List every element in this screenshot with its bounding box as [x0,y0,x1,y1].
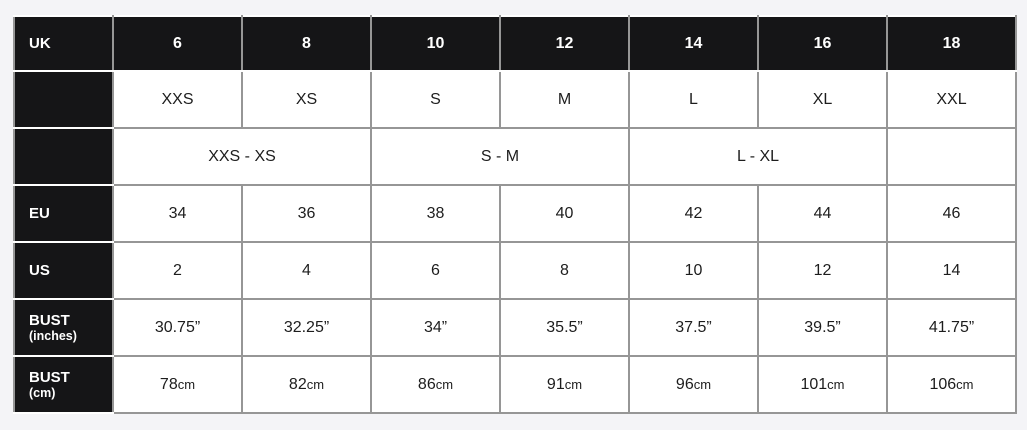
alpha-size-cell: L [628,70,759,129]
us-size-cell: 2 [112,241,243,300]
bust-inches-row-label: BUST (inches) [13,298,114,357]
cm-unit: cm [827,376,845,392]
bust-inches-row: BUST (inches) 30.75” 32.25” 34” 35.5” 37… [13,298,1017,357]
bust-cm-cell: 91cm [499,355,630,414]
bust-cm-cell: 78cm [112,355,243,414]
bust-inches-cell: 37.5” [628,298,759,357]
alpha-size-cell: XXL [886,70,1017,129]
bust-cm-cell: 101cm [757,355,888,414]
bust-cm-number: 96 [675,375,694,393]
bust-cm-row-label: BUST (cm) [13,355,114,414]
bust-inches-cell: 39.5” [757,298,888,357]
us-size-cell: 4 [241,241,372,300]
cm-unit: cm [693,376,712,392]
uk-size-cell: 18 [886,15,1017,72]
bust-cm-cell: 96cm [628,355,759,414]
alpha-size-cell: XS [241,70,372,129]
eu-size-cell: 42 [628,184,759,243]
uk-size-cell: 12 [499,15,630,72]
bust-cm-cell: 82cm [241,355,372,414]
eu-size-cell: 40 [499,184,630,243]
bust-cm-number: 78 [159,375,178,393]
alpha-size-cell: XL [757,70,888,129]
us-size-cell: 6 [370,241,501,300]
bust-cm-number: 91 [546,375,565,393]
bust-cm-unit-label: (cm) [29,385,56,400]
bust-cm-number: 106 [929,375,957,393]
bust-inches-cell: 34” [370,298,501,357]
uk-size-cell: 16 [757,15,888,72]
us-size-cell: 12 [757,241,888,300]
bust-cm-number: 86 [417,375,436,393]
uk-size-cell: 10 [370,15,501,72]
us-row-label: US [13,241,114,300]
bust-cm-cell: 106cm [886,355,1017,414]
uk-row-label: UK [13,15,114,72]
cm-unit: cm [306,376,325,392]
eu-row-label: EU [13,184,114,243]
us-size-cell: 8 [499,241,630,300]
eu-size-cell: 38 [370,184,501,243]
cm-unit: cm [956,376,974,392]
uk-size-cell: 6 [112,15,243,72]
alpha-size-cell: XXS [112,70,243,129]
eu-sizes-row: EU 34 36 38 40 42 44 46 [13,184,1017,243]
bust-cm-row: BUST (cm) 78cm 82cm 86cm 91cm 96cm 101cm… [13,355,1017,414]
cm-unit: cm [564,376,583,392]
size-range-cell: S - M [370,127,630,186]
eu-size-cell: 46 [886,184,1017,243]
alpha-sizes-row: XXS XS S M L XL XXL [13,70,1017,129]
alpha-size-cell: M [499,70,630,129]
bust-inches-cell: 30.75” [112,298,243,357]
cm-unit: cm [177,376,196,392]
size-ranges-row: XXS - XS S - M L - XL [13,127,1017,186]
alpha-size-cell: S [370,70,501,129]
bust-cm-number: 82 [288,375,307,393]
uk-sizes-row: UK 6 8 10 12 14 16 18 [13,15,1017,72]
bust-label: BUST [29,368,70,386]
alpha-row-label-empty [13,70,114,129]
us-size-cell: 10 [628,241,759,300]
bust-inches-cell: 41.75” [886,298,1017,357]
size-range-cell: L - XL [628,127,888,186]
size-conversion-table: UK 6 8 10 12 14 16 18 XXS XS S M L XL XX… [13,15,1017,414]
us-sizes-row: US 2 4 6 8 10 12 14 [13,241,1017,300]
eu-size-cell: 36 [241,184,372,243]
bust-cm-cell: 86cm [370,355,501,414]
bust-inches-cell: 35.5” [499,298,630,357]
size-range-cell-empty [886,127,1017,186]
bust-inches-cell: 32.25” [241,298,372,357]
uk-size-cell: 8 [241,15,372,72]
eu-size-cell: 34 [112,184,243,243]
size-range-cell: XXS - XS [112,127,372,186]
bust-label: BUST [29,311,70,329]
cm-unit: cm [435,376,454,392]
range-row-label-empty [13,127,114,186]
bust-cm-number: 101 [800,375,828,393]
us-size-cell: 14 [886,241,1017,300]
uk-size-cell: 14 [628,15,759,72]
eu-size-cell: 44 [757,184,888,243]
bust-inches-unit-label: (inches) [29,328,77,343]
